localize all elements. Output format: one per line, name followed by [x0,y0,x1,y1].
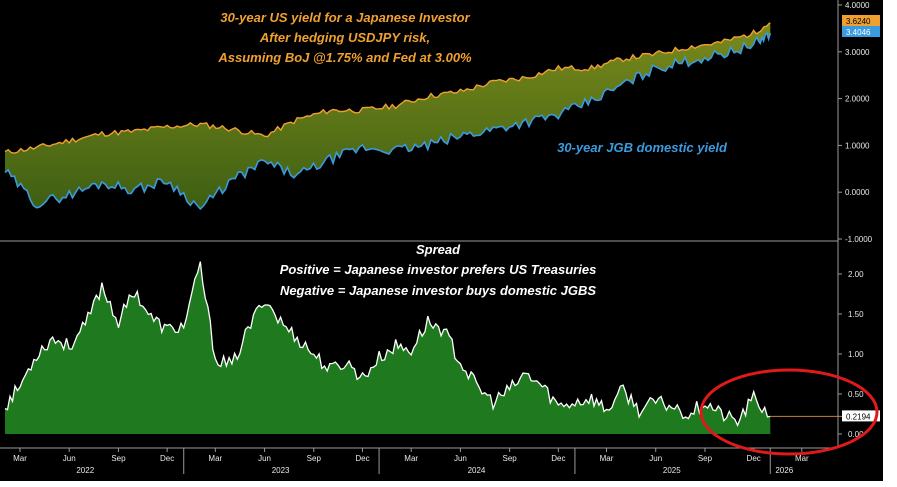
spread-last-badge-text: 0.2194 [846,412,871,421]
x-year-label: 2026 [775,466,793,475]
top-title-line-2: After hedging USDJPY risk, [259,30,430,45]
yield-gap-area [5,22,771,209]
top-y-tick-label: 1.0000 [845,141,870,150]
x-month-label: Mar [208,454,222,463]
x-month-label: Sep [503,454,518,463]
jgb-last-badge-text: 3.4046 [846,28,871,37]
x-month-label: Dec [355,454,369,463]
top-y-tick-label: -1.0000 [845,235,873,244]
bottom-y-tick-label: 0.50 [848,390,864,399]
x-month-label: Sep [111,454,126,463]
spread-last-badge-bg [842,410,880,422]
jgb-last-badge-bg [842,26,880,37]
top-y-tick-label: 0.0000 [845,188,870,197]
top-title-line-1: 30-year US yield for a Japanese Investor [220,10,470,25]
x-month-label: Dec [747,454,761,463]
x-year-label: 2023 [272,466,290,475]
x-month-label: Jun [649,454,662,463]
spread-subtitle-negative: Negative = Japanese investor buys domest… [280,283,596,298]
x-year-label: 2022 [76,466,94,475]
highlight-circle [699,368,879,456]
bottom-y-tick-label: 1.50 [848,310,864,319]
bottom-y-axis: 0.00 0.50 1.00 1.50 2.00 [837,241,864,446]
us-hedged-yield-line [4,22,771,154]
x-month-label: Mar [404,454,418,463]
spread-area [5,261,771,434]
x-year-label: 2024 [468,466,486,475]
x-month-label: Mar [13,454,27,463]
x-year-label: 2025 [663,466,681,475]
x-month-label: Dec [160,454,174,463]
top-y-tick-label: 4.0000 [845,1,870,10]
spread-line [4,261,771,428]
chart-frame: 30-year US yield for a Japanese Investor… [0,0,883,481]
x-month-label: Sep [307,454,322,463]
top-panel [4,22,772,211]
bottom-y-tick-label: 1.00 [848,350,864,359]
us-yield-last-badge-text: 3.6240 [846,17,871,26]
spread-title: Spread [416,242,461,257]
bottom-y-tick-label: 2.00 [848,270,864,279]
chart-svg: 30-year US yield for a Japanese Investor… [0,0,880,475]
top-y-tick-label: 2.0000 [845,95,870,104]
x-axis: Mar Jun Sep Dec Mar Jun Sep Dec Mar Jun Sep Dec Mar J… [0,447,838,475]
us-yield-last-badge-bg [842,15,880,26]
x-month-label: Dec [551,454,565,463]
x-month-label: Sep [698,454,713,463]
x-month-label: Jun [63,454,76,463]
bottom-y-tick-label: 0.00 [848,430,864,439]
top-title-line-3: Assuming BoJ @1.75% and Fed at 3.00% [217,50,472,65]
last-value-badges: 3.6240 3.4046 0.2194 [842,15,880,422]
spread-subtitle-positive: Positive = Japanese investor prefers US … [280,262,597,277]
jgb-annotation: 30-year JGB domestic yield [557,140,728,155]
top-y-axis: -1.0000 0.0000 1.0000 2.0000 3.0000 4.0000 [837,0,873,244]
top-y-tick-label: 3.0000 [845,48,870,57]
jgb-yield-line [4,31,772,211]
x-month-label: Mar [795,454,809,463]
x-month-label: Mar [600,454,614,463]
bottom-panel [4,261,842,434]
x-month-label: Jun [258,454,271,463]
x-month-label: Jun [454,454,467,463]
